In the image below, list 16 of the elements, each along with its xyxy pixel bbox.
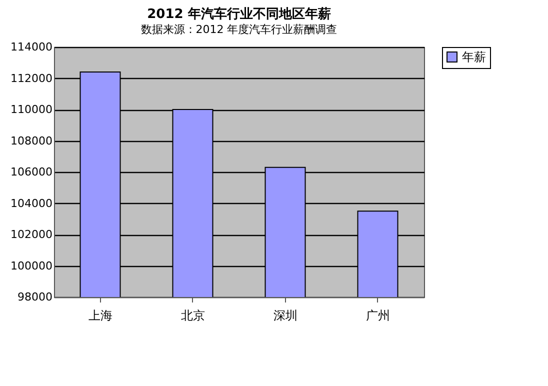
x-tick-label: 广州: [366, 308, 390, 322]
y-tick-label: 108000: [10, 134, 52, 148]
chart-title: 2012 年汽车行业不同地区年薪: [147, 6, 331, 22]
y-tick-label: 100000: [10, 259, 52, 272]
x-tick-label: 北京: [180, 308, 205, 322]
legend-label: 年薪: [462, 50, 486, 64]
y-tick-label: 102000: [10, 228, 52, 241]
y-tick-label: 106000: [10, 166, 52, 178]
y-tick-label: 110000: [10, 103, 52, 116]
y-tick-label: 104000: [10, 196, 52, 210]
chart-subtitle: 数据来源：2012 年度汽车行业薪酬调查: [140, 23, 338, 36]
y-tick-label: 114000: [10, 40, 52, 54]
x-tick-label: 上海: [88, 308, 112, 322]
y-tick-label: 112000: [10, 72, 52, 85]
x-tick-label: 深圳: [273, 308, 298, 322]
y-tick-label: 98000: [18, 290, 52, 304]
